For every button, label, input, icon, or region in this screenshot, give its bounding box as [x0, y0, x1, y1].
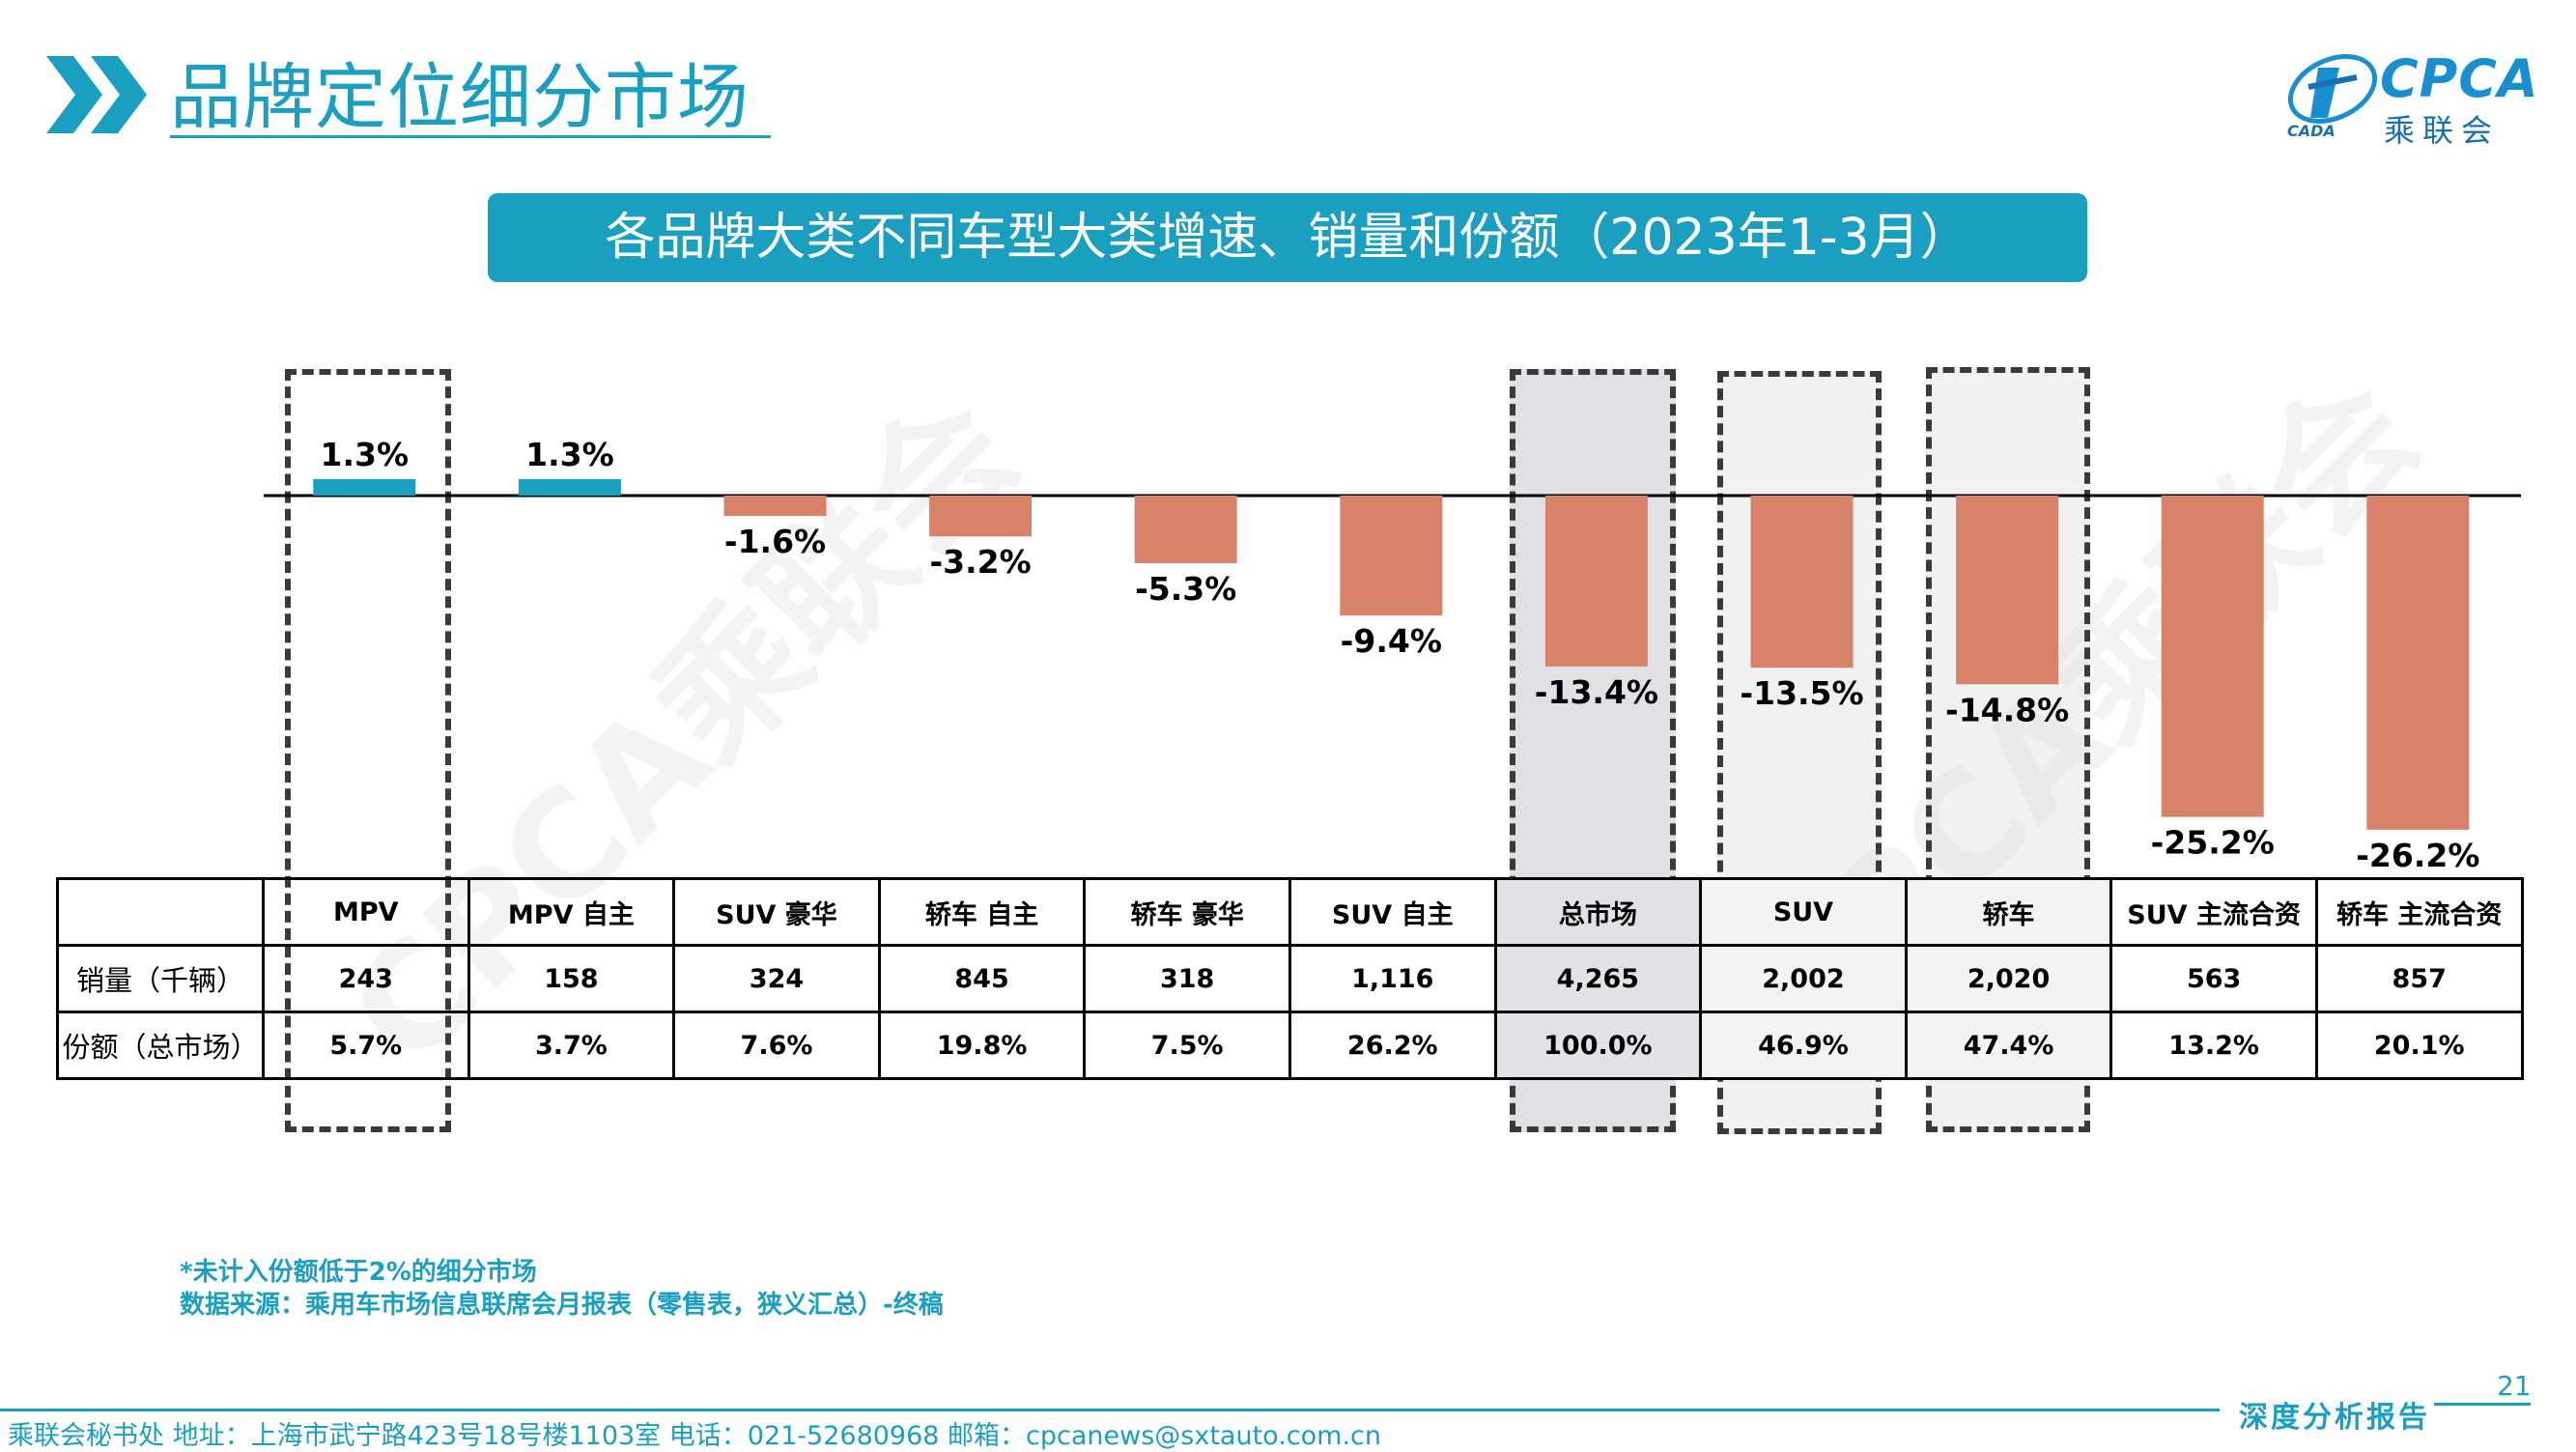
- data-table: MPV MPV 自主 SUV 豪华 轿车 自主 轿车 豪华 SUV 自主 总市场 SUV 轿车 S…: [56, 877, 2524, 1080]
- table-header-cell: SUV 豪华: [672, 877, 881, 947]
- data-label: -9.4%: [1341, 622, 1442, 660]
- bar: [2366, 496, 2470, 830]
- table-cell-sales: 845: [877, 944, 1087, 1013]
- table-header-row: MPV MPV 自主 SUV 豪华 轿车 自主 轿车 豪华 SUV 自主 总市场 SUV 轿车 S…: [56, 877, 2524, 947]
- chart-title-banner: 各品牌大类不同车型大类增速、销量和份额（2023年1-3月）: [488, 193, 2087, 282]
- table-cell-share: 47.4%: [1904, 1011, 2113, 1080]
- highlight-box-mpv: [285, 369, 451, 1132]
- bar: [1340, 496, 1443, 616]
- table-row-sales: 销量（千辆） 243 158 324 845 318 1,116 4,265 2,002 2,0…: [56, 944, 2524, 1013]
- row-label-sales: 销量（千辆）: [56, 944, 265, 1013]
- data-label: -14.8%: [1945, 691, 2069, 728]
- table-cell-share: 19.8%: [877, 1011, 1087, 1080]
- logo-emblem-icon: [2287, 54, 2378, 124]
- bar: [1544, 496, 1648, 667]
- table-header-cell: 总市场: [1493, 877, 1703, 947]
- table-cell-sales: 158: [467, 944, 676, 1013]
- bar: [1134, 496, 1237, 563]
- page-title: 品牌定位细分市场: [170, 56, 750, 139]
- logo-brand-cn: 乘联会: [2384, 112, 2501, 149]
- table-cell-share: 7.6%: [672, 1011, 881, 1080]
- bar: [929, 496, 1033, 537]
- table-header-cell: 轿车: [1904, 877, 2113, 947]
- table-cell-sales: 324: [672, 944, 881, 1013]
- table-cell-sales: 857: [2314, 944, 2524, 1013]
- bar: [723, 496, 827, 517]
- table-cell-share: 20.1%: [2314, 1011, 2524, 1080]
- data-source: 数据来源：乘用车市场信息联席会月报表（零售表，狭义汇总）-终稿: [180, 1291, 944, 1320]
- data-label: -1.6%: [724, 523, 826, 560]
- data-label: -25.2%: [2151, 824, 2275, 862]
- table-cell-sales: 2,002: [1699, 944, 1908, 1013]
- table-cell-share: 26.2%: [1288, 1011, 1497, 1080]
- table-header-cell: 轿车 自主: [877, 877, 1087, 947]
- page-number: 21: [2497, 1370, 2532, 1402]
- bar: [2161, 496, 2264, 817]
- data-label: -13.4%: [1535, 673, 1658, 711]
- table-cell-share: 7.5%: [1083, 1011, 1291, 1080]
- table-cell-sales: 1,116: [1288, 944, 1497, 1013]
- data-label: -3.2%: [929, 543, 1031, 581]
- chart-title: 各品牌大类不同车型大类增速、销量和份额（2023年1-3月）: [605, 209, 1970, 267]
- logo-brand-en: CPCA: [2380, 48, 2539, 109]
- growth-bar-chart: 1.3% 1.3% -1.6% -3.2% -5.3% -9.4% -13.4% -13.5%…: [264, 436, 2521, 869]
- data-label: -5.3%: [1135, 570, 1236, 608]
- logo-small-text: CADA: [2287, 122, 2335, 140]
- table-header-cell: 轿车 主流合资: [2314, 877, 2524, 947]
- table-header-cell: 轿车 豪华: [1083, 877, 1291, 947]
- footer-contact: 乘联会秘书处 地址：上海市武宁路423号18号楼1103室 电话：021-526…: [8, 1421, 1382, 1451]
- footer-divider-right: [2434, 1403, 2531, 1406]
- table-cell-share: 100.0%: [1493, 1011, 1703, 1080]
- bar: [1956, 496, 2059, 685]
- bar: [313, 478, 416, 496]
- table-cell-sales: 318: [1083, 944, 1291, 1013]
- table-cell-sales: 4,265: [1493, 944, 1703, 1013]
- title-underline: [170, 135, 771, 138]
- table-cell-share: 5.7%: [262, 1011, 470, 1080]
- table-cell-sales: 563: [2109, 944, 2318, 1013]
- table-header-cell: SUV: [1699, 877, 1908, 947]
- table-cell-share: 13.2%: [2109, 1011, 2318, 1080]
- data-label: 1.3%: [321, 436, 410, 473]
- data-label: 1.3%: [525, 436, 614, 473]
- cpca-logo: CADA CPCA 乘联会: [2279, 48, 2538, 149]
- bar: [1750, 496, 1854, 669]
- table-header-cell: SUV 自主: [1288, 877, 1497, 947]
- data-label: -13.5%: [1740, 674, 1863, 712]
- row-label-share: 份额（总市场）: [56, 1011, 265, 1080]
- table-cell-sales: 2,020: [1904, 944, 2113, 1013]
- footer-divider: [0, 1409, 2220, 1411]
- footer-report-label: 深度分析报告: [2239, 1401, 2430, 1435]
- table-corner-cell: [56, 877, 265, 947]
- bar: [518, 478, 621, 496]
- table-header-cell: MPV 自主: [467, 877, 676, 947]
- data-label: -26.2%: [2356, 837, 2479, 869]
- table-row-share: 份额（总市场） 5.7% 3.7% 7.6% 19.8% 7.5% 26.2% 100.0%…: [56, 1011, 2524, 1080]
- table-cell-share: 46.9%: [1699, 1011, 1908, 1080]
- chevron-right-icon: [46, 56, 147, 133]
- table-header-cell: MPV: [262, 877, 470, 947]
- table-header-cell: SUV 主流合资: [2109, 877, 2318, 947]
- table-cell-share: 3.7%: [467, 1011, 676, 1080]
- footnote: *未计入份额低于2%的细分市场: [180, 1258, 537, 1287]
- table-cell-sales: 243: [262, 944, 470, 1013]
